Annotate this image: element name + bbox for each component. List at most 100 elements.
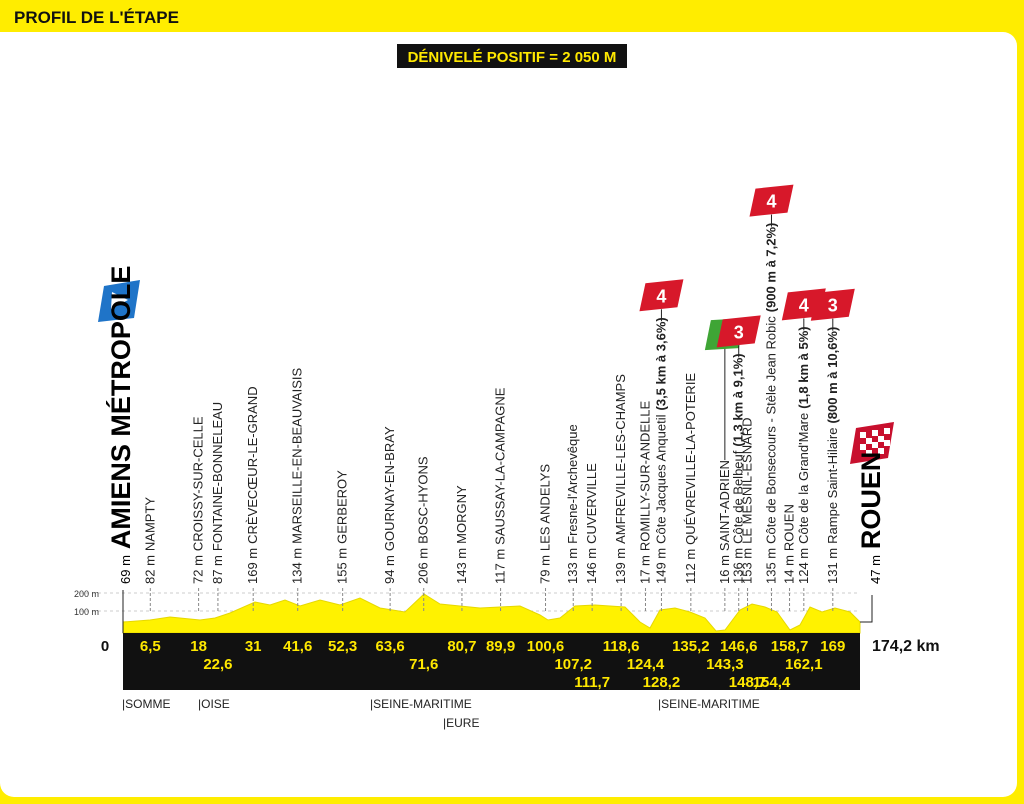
km-label: 41,6	[283, 638, 312, 655]
department-name: SEINE-MARITIME	[373, 697, 472, 711]
waypoint-name: CUVERVILLE	[584, 463, 599, 544]
waypoint-label: 143 m MORGNY	[454, 485, 469, 584]
climb-category: 3	[734, 322, 744, 342]
waypoint-name: Côte de Bonsecours - Stèle Jean Robic	[763, 316, 778, 544]
waypoint-alt: 14 m	[782, 555, 797, 584]
waypoint-name: MORGNY	[454, 485, 469, 544]
alt-tick: 100 m	[74, 607, 99, 617]
start-alt: 69 m	[118, 555, 133, 584]
km-label: 135,2	[672, 638, 710, 655]
climb-category: 4	[656, 286, 666, 306]
waypoint-label: 94 m GOURNAY-EN-BRAY	[382, 426, 397, 584]
waypoint-alt: 136 m	[731, 548, 746, 584]
waypoint-alt: 79 m	[538, 555, 553, 584]
waypoint-alt: 87 m	[210, 555, 225, 584]
waypoint-name: SAUSSAY-LA-CAMPAGNE	[493, 387, 508, 545]
climb-badge	[639, 279, 684, 312]
km-label: 52,3	[328, 638, 357, 655]
waypoint-name: LE MESNIL-ESNARD	[740, 417, 755, 543]
climb-detail: (800 m à 10,6%)	[825, 327, 840, 424]
waypoint-alt: 82 m	[142, 555, 157, 584]
km-label: 22,6	[203, 656, 232, 673]
km-label: 118,6	[603, 638, 640, 655]
climb-detail: (3,5 km à 3,6%)	[653, 317, 668, 410]
gain-box	[397, 44, 627, 68]
department: |EURE	[443, 716, 479, 730]
km-band	[123, 633, 860, 690]
waypoint-label: 139 m AMFREVILLE-LES-CHAMPS	[613, 374, 628, 584]
waypoint-alt: 112 m	[683, 549, 698, 584]
waypoint-name: LES ANDELYS	[538, 464, 553, 552]
waypoint-name: CROISSY-SUR-CELLE	[191, 416, 206, 551]
departments: |SOMME |OISE |SEINE-MARITIME |EURE |SEIN…	[122, 697, 760, 730]
waypoint-label: 155 m GERBEROY	[335, 470, 350, 584]
waypoint-label: 16 m SAINT-ADRIEN	[717, 460, 732, 584]
waypoint-label: 14 m ROUEN	[782, 504, 797, 584]
km-label: 89,9	[486, 638, 515, 655]
waypoint-label: 112 m QUÉVREVILLE-LA-POTERIE	[683, 373, 698, 584]
km-label: 71,6	[409, 656, 438, 673]
waypoint-alt: 133 m	[565, 548, 580, 584]
waypoint-name: ROMILLY-SUR-ANDELLE	[637, 400, 652, 551]
department-name: SEINE-MARITIME	[661, 697, 760, 711]
finish-label: 47 m ROUEN	[856, 452, 886, 584]
climb-category: 3	[828, 296, 838, 316]
waypoint-label: 146 m CUVERVILLE	[584, 463, 599, 584]
waypoint-label: 136 m Côte de Belbeuf (1,3 km à 9,1%)	[731, 353, 746, 584]
start-name: AMIENS MÉTROPOLE	[105, 266, 136, 550]
waypoint-alt: 169 m	[245, 548, 260, 584]
waypoint-alt: 72 m	[191, 555, 206, 584]
waypoint-name: CRÈVECŒUR-LE-GRAND	[245, 386, 260, 543]
waypoint-name: MARSEILLE-EN-BEAUVAISIS	[290, 367, 305, 543]
panel-corner	[0, 32, 20, 52]
waypoint-label: 72 m CROISSY-SUR-CELLE	[191, 416, 206, 584]
climb-badge	[716, 315, 761, 348]
waypoint-name: GERBEROY	[335, 470, 350, 544]
km-label: 31	[245, 638, 262, 655]
waypoint-alt: 124 m	[796, 548, 811, 584]
waypoint-name: FONTAINE-BONNELEAU	[210, 402, 225, 551]
km-label: 158,7	[771, 638, 809, 655]
km-label: 128,2	[643, 674, 681, 691]
km-label: 124,4	[627, 656, 665, 673]
finish-km: 174,2 km	[872, 638, 940, 655]
waypoint-label: 169 m CRÈVECŒUR-LE-GRAND	[245, 386, 260, 584]
waypoint-name: Côte de Belbeuf	[731, 450, 746, 544]
waypoint-label: 79 m LES ANDELYS	[538, 464, 553, 584]
waypoint-alt: 139 m	[613, 548, 628, 584]
finish-flag	[850, 422, 894, 464]
waypoint-name: BOSC-HYONS	[416, 456, 431, 544]
km-label: 154,4	[753, 674, 791, 691]
department: |OISE	[198, 697, 230, 711]
department-name: OISE	[201, 697, 230, 711]
km-label: 148,7	[729, 674, 767, 691]
km-label: 80,7	[447, 638, 476, 655]
waypoint-name: AMFREVILLE-LES-CHAMPS	[613, 374, 628, 544]
waypoint-name: Rampe Saint-Hilaire	[825, 428, 840, 544]
climb-badge	[810, 288, 855, 321]
climb-detail: (900 m à 7,2%)	[763, 223, 778, 313]
climb-category: 4	[799, 295, 809, 315]
waypoint-label: 87 m FONTAINE-BONNELEAU	[210, 402, 225, 584]
km-label: 111,7	[574, 674, 610, 691]
waypoint-name: QUÉVREVILLE-LA-POTERIE	[683, 373, 698, 545]
km-label: 100,6	[527, 638, 565, 655]
finish-name: ROUEN	[856, 452, 886, 550]
waypoint-label: 124 m Côte de la Grand'Mare (1,8 km à 5%)	[796, 326, 811, 584]
waypoint-label: 134 m MARSEILLE-EN-BEAUVAISIS	[290, 367, 305, 584]
waypoint-label: 206 m BOSC-HYONS	[416, 456, 431, 584]
elevation-profile	[122, 593, 861, 634]
waypoint-label: 133 m Fresne-l'Archevêque	[565, 424, 580, 584]
waypoint-alt: 135 m	[763, 548, 778, 584]
waypoint-name: GOURNAY-EN-BRAY	[382, 426, 397, 551]
header-title: PROFIL DE L'ÉTAPE	[14, 8, 179, 27]
climb-badge	[749, 184, 794, 217]
waypoint-alt: 16 m	[717, 555, 732, 584]
waypoint-alt: 153 m	[740, 548, 755, 584]
km-label: 18	[190, 638, 207, 655]
department: |SEINE-MARITIME	[658, 697, 760, 711]
finish-alt: 47 m	[868, 555, 883, 584]
km-label: 146,6	[720, 638, 758, 655]
waypoint-label: 135 m Côte de Bonsecours - Stèle Jean Rob…	[763, 223, 778, 584]
